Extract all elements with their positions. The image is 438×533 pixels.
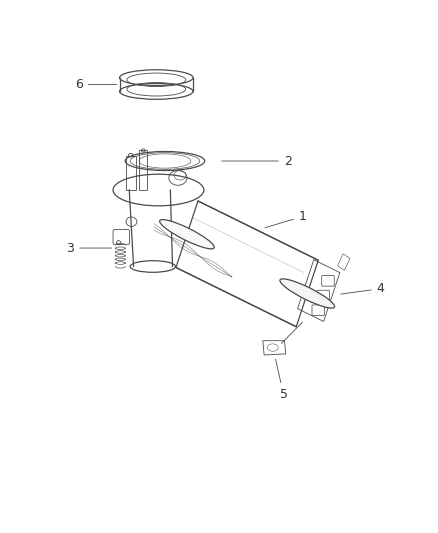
Text: 5: 5	[276, 359, 288, 401]
Text: 4: 4	[341, 282, 385, 295]
Text: 3: 3	[66, 241, 112, 255]
Text: 6: 6	[75, 78, 117, 91]
Text: 1: 1	[265, 210, 307, 228]
Ellipse shape	[280, 279, 335, 308]
Ellipse shape	[159, 220, 214, 249]
Text: 2: 2	[222, 155, 292, 167]
